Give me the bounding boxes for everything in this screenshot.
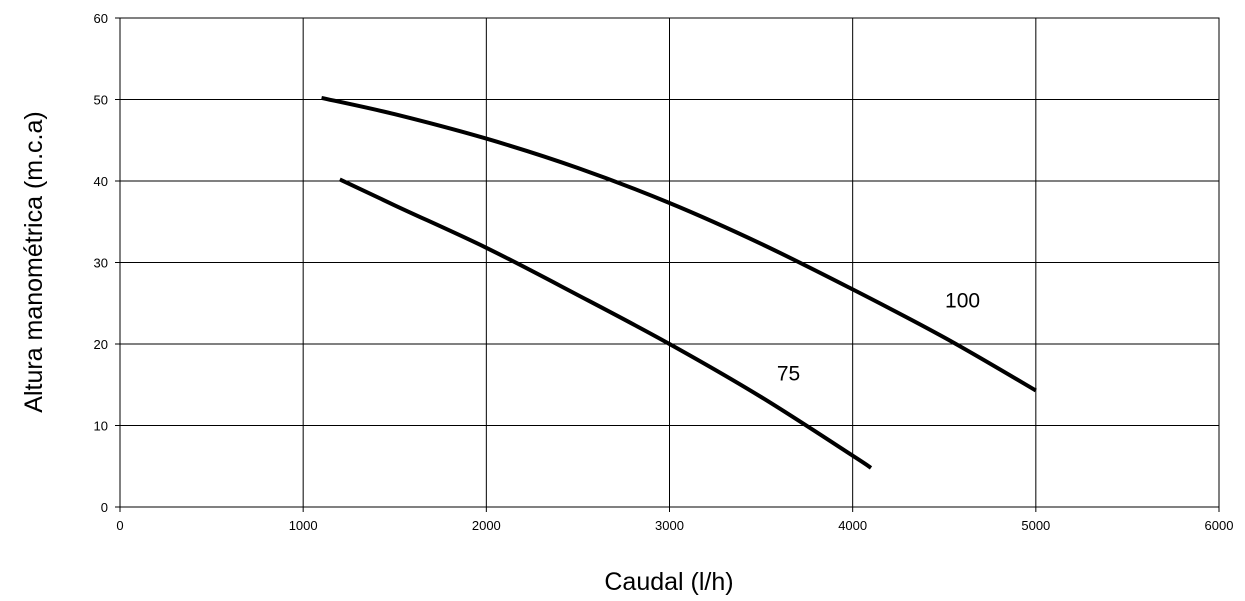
x-axis-title: Caudal (l/h) bbox=[604, 568, 733, 596]
x-tick-label: 4000 bbox=[838, 518, 867, 533]
x-tick-label: 0 bbox=[116, 518, 123, 533]
y-tick-label: 40 bbox=[94, 174, 108, 189]
x-tick-label: 2000 bbox=[472, 518, 501, 533]
x-tick-label: 1000 bbox=[289, 518, 318, 533]
series-line-75 bbox=[338, 177, 873, 470]
y-tick-label: 0 bbox=[101, 500, 108, 515]
y-tick-label: 60 bbox=[94, 11, 108, 26]
y-tick-label: 30 bbox=[94, 256, 108, 271]
y-axis-tick-labels: 0 10 20 30 40 50 60 bbox=[94, 11, 120, 515]
series-line-100 bbox=[321, 95, 1037, 393]
x-tick-label: 6000 bbox=[1205, 518, 1234, 533]
y-tick-label: 20 bbox=[94, 337, 108, 352]
y-tick-label: 50 bbox=[94, 93, 108, 108]
data-series bbox=[321, 95, 1037, 470]
x-tick-label: 3000 bbox=[655, 518, 684, 533]
x-tick-label: 5000 bbox=[1021, 518, 1050, 533]
y-tick-label: 10 bbox=[94, 419, 108, 434]
y-axis-title: Altura manométrica (m.c.a) bbox=[20, 111, 48, 412]
series-label-75: 75 bbox=[777, 363, 800, 386]
series-labels: 100 75 bbox=[777, 289, 980, 385]
series-label-100: 100 bbox=[945, 289, 980, 312]
x-axis-tick-labels: 0 1000 2000 3000 4000 5000 6000 bbox=[116, 507, 1233, 533]
grid-lines bbox=[120, 18, 1219, 507]
